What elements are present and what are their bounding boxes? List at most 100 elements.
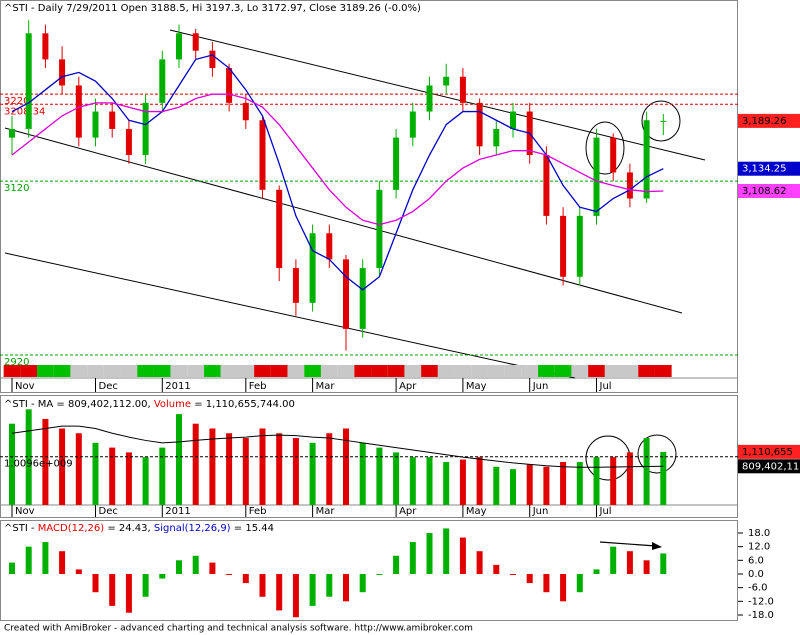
candle-body bbox=[643, 120, 650, 199]
signal-strip bbox=[471, 365, 488, 377]
volume-bar bbox=[393, 452, 400, 505]
candle-body bbox=[476, 102, 483, 147]
signal-strip bbox=[588, 365, 605, 377]
signal-strip bbox=[287, 365, 305, 377]
candle-body bbox=[176, 33, 182, 60]
macd-bar bbox=[209, 562, 216, 574]
candle-body bbox=[259, 120, 266, 190]
title-part: ^STI - bbox=[4, 523, 38, 534]
candle-body bbox=[543, 155, 550, 216]
volume-bar bbox=[626, 452, 633, 505]
y-tick-label: -18.0 bbox=[748, 610, 774, 621]
signal-strip bbox=[237, 365, 255, 377]
macd-bar bbox=[476, 551, 483, 574]
candle-body bbox=[242, 102, 249, 121]
volume-bar bbox=[343, 428, 349, 505]
candle-body bbox=[510, 111, 516, 129]
volume-bar bbox=[560, 461, 567, 505]
value-box bbox=[738, 459, 800, 474]
candle-body bbox=[409, 111, 416, 138]
volume-bar bbox=[75, 433, 82, 505]
title-part: = 15.44 bbox=[231, 523, 274, 534]
macd-bar bbox=[75, 569, 82, 574]
macd-bar bbox=[142, 573, 149, 597]
value-box bbox=[738, 184, 800, 199]
title-part: MACD(12,26) bbox=[38, 523, 105, 534]
title-part: Signal(12,26,9) bbox=[154, 523, 231, 534]
volume-bar bbox=[526, 464, 533, 505]
volume-bar bbox=[576, 461, 583, 505]
signal-strip bbox=[254, 365, 271, 377]
y-tick-label: 0.0 bbox=[748, 569, 764, 580]
volume-bar bbox=[59, 428, 66, 505]
volume-ma bbox=[11, 425, 664, 468]
macd-bar bbox=[576, 573, 583, 593]
candle-body bbox=[226, 68, 233, 103]
signal-strip bbox=[454, 365, 472, 377]
signal-strip bbox=[87, 365, 104, 377]
y-tick-label: 18.0 bbox=[748, 528, 770, 539]
macd-bar bbox=[242, 573, 249, 584]
volume-bar bbox=[359, 442, 366, 505]
macd-panel bbox=[0, 520, 738, 621]
macd-bar bbox=[426, 532, 433, 574]
volume-bar bbox=[309, 442, 316, 505]
volume-bar bbox=[42, 418, 49, 505]
macd-bar bbox=[526, 573, 533, 584]
candle-body bbox=[9, 128, 15, 138]
macd-bar bbox=[459, 537, 466, 574]
macd-bar bbox=[125, 573, 132, 613]
candle-body bbox=[192, 33, 199, 51]
signal-strip bbox=[421, 365, 438, 377]
value-label: 3,108.62 bbox=[742, 186, 787, 197]
signal-strip bbox=[137, 365, 154, 377]
macd-bar bbox=[25, 546, 32, 574]
macd-bar bbox=[226, 573, 233, 575]
volume-bar bbox=[510, 469, 516, 505]
value-label: 3,189.26 bbox=[742, 116, 787, 127]
footer: Created with AmiBroker - advanced charti… bbox=[4, 624, 473, 634]
volume-bar bbox=[409, 457, 416, 505]
x-tick-label: Jun bbox=[532, 506, 549, 517]
signal-strip bbox=[621, 365, 639, 377]
macd-bar bbox=[326, 573, 333, 597]
candle-body bbox=[560, 215, 567, 277]
macd-bar bbox=[59, 551, 66, 574]
circle-annotation bbox=[637, 434, 677, 474]
signal-strip bbox=[387, 365, 405, 377]
x-tick-label: 2011 bbox=[165, 506, 190, 517]
y-tick-label: 6.0 bbox=[748, 555, 764, 566]
candle-body bbox=[626, 172, 633, 199]
macd-bar bbox=[660, 553, 667, 574]
signal-strip bbox=[20, 365, 38, 377]
value-label: 1,110,655 bbox=[742, 447, 793, 458]
candle-body bbox=[343, 259, 349, 329]
volume-bar bbox=[593, 457, 600, 505]
signal-strip bbox=[153, 365, 171, 377]
signal-strip bbox=[320, 365, 338, 377]
macd-bar bbox=[493, 564, 500, 574]
x-tick-label: Feb bbox=[249, 381, 267, 392]
macd-bar bbox=[343, 573, 349, 602]
volume-bar bbox=[660, 451, 667, 505]
signal-strip bbox=[170, 365, 188, 377]
macd-bar bbox=[109, 573, 116, 606]
macd-bar bbox=[9, 562, 15, 574]
x-tick-label: Jul bbox=[599, 506, 612, 517]
x-tick-label: May bbox=[466, 381, 487, 392]
candle-body bbox=[493, 128, 500, 147]
volume-bar bbox=[259, 428, 266, 505]
candle-body bbox=[443, 76, 450, 86]
signal-strip bbox=[371, 365, 388, 377]
x-tick-label: Jul bbox=[599, 381, 612, 392]
trend-line bbox=[4, 127, 683, 314]
signal-strip bbox=[337, 365, 355, 377]
macd-bar bbox=[560, 573, 567, 602]
signal-strip bbox=[120, 365, 138, 377]
signal-strip bbox=[638, 365, 655, 377]
macd-bar bbox=[259, 573, 266, 597]
macd-bar bbox=[192, 555, 199, 574]
title-part: = 24.43, bbox=[104, 523, 154, 534]
volume-bar bbox=[443, 461, 450, 505]
macd-bar bbox=[159, 573, 166, 579]
